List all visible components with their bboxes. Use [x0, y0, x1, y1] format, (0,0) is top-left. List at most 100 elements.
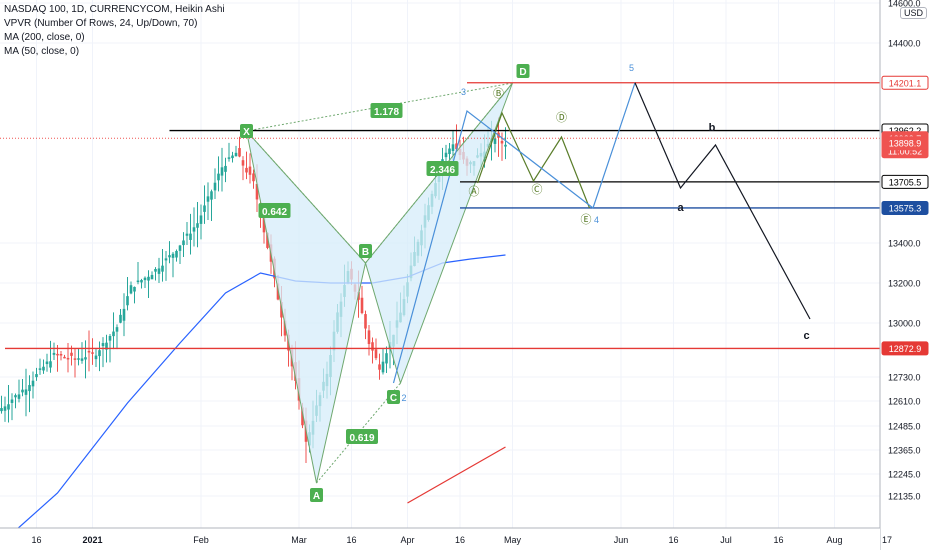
- candle-body: [87, 350, 91, 353]
- price-tick-label: 12365.0: [888, 446, 921, 456]
- candle-body: [150, 274, 154, 280]
- candle-body: [35, 374, 38, 378]
- wave-impulse-label: 3: [461, 87, 466, 97]
- candle-body: [381, 361, 385, 373]
- candle-body: [238, 148, 241, 157]
- price-marker-bg: [881, 136, 929, 151]
- time-tick-label: Apr: [400, 535, 414, 545]
- wave-correction: [634, 82, 811, 320]
- price-marker-label: 14201.1: [889, 78, 922, 88]
- candle-body: [101, 343, 105, 347]
- candle-body: [63, 356, 66, 359]
- candle-body: [203, 205, 206, 212]
- candle-body: [45, 361, 49, 365]
- candle-body: [122, 308, 126, 321]
- price-tick-label: 13000.0: [888, 319, 921, 329]
- candle-body: [280, 302, 283, 318]
- candle-body: [500, 140, 504, 144]
- candle-body: [199, 215, 203, 224]
- price-marker-label: 13962.2: [889, 126, 922, 136]
- point-badge-text: B: [362, 247, 369, 258]
- candle-body: [28, 385, 31, 392]
- candle-body: [133, 286, 136, 292]
- ratio-badge-text: 1.178: [374, 107, 399, 118]
- ratio-badge-text: 0.642: [262, 207, 287, 218]
- price-marker-bg: [881, 341, 929, 356]
- time-tick-label: May: [504, 535, 522, 545]
- candle-body: [231, 155, 234, 159]
- symbol-title: NASDAQ 100, 1D, CURRENCYCOM, Heikin Ashi: [4, 4, 225, 15]
- candle-body: [248, 166, 252, 175]
- candle-body: [42, 366, 45, 371]
- time-tick-label: 16: [668, 535, 678, 545]
- time-axis-bg: [0, 528, 880, 550]
- wave-impulse-label: 4: [594, 215, 599, 225]
- candle-body: [189, 233, 192, 240]
- candle-body: [112, 331, 115, 337]
- time-tick-label: 16: [455, 535, 465, 545]
- point-badge-bg: [240, 124, 253, 138]
- candle-body: [175, 250, 178, 258]
- currency-badge[interactable]: USD: [899, 7, 927, 19]
- chart-labels: 1.178 0.642 2.346 0.619 X A B C D: [240, 64, 530, 502]
- candle-body: [206, 196, 210, 202]
- candle-body: [227, 157, 231, 159]
- candle-body: [84, 357, 87, 360]
- candle-body: [374, 349, 378, 359]
- candle-body: [178, 245, 182, 251]
- candle-body: [98, 350, 101, 357]
- indicator-ma200[interactable]: MA (200, close, 0): [4, 32, 85, 43]
- candle-body: [364, 314, 367, 329]
- candle-body: [283, 320, 287, 336]
- candles: [0, 117, 507, 544]
- time-tick-label: 16: [346, 535, 356, 545]
- candle-body: [143, 277, 147, 281]
- point-badge-text: A: [313, 491, 320, 502]
- candle-body: [3, 406, 7, 411]
- indicator-ma50[interactable]: MA (50, close, 0): [4, 46, 80, 57]
- pattern-ratio-line: [246, 130, 366, 264]
- price-tick-label: 12245.0: [888, 470, 921, 480]
- candle-body: [371, 342, 374, 351]
- candle-body: [182, 240, 185, 246]
- candle-body: [301, 407, 304, 426]
- pattern-ratio-line: [246, 82, 513, 132]
- candle-body: [129, 285, 133, 294]
- candle-body: [385, 353, 388, 364]
- candle-body: [378, 364, 381, 370]
- candle-body: [504, 144, 507, 147]
- candle-body: [451, 144, 455, 151]
- candle-body: [252, 173, 255, 182]
- price-marker-bg: [881, 75, 929, 90]
- price-axis-bg: [880, 0, 932, 550]
- candle-body: [17, 394, 21, 399]
- candle-body: [119, 314, 122, 323]
- point-badge-bg: [516, 64, 530, 78]
- candle-body: [220, 167, 224, 176]
- candle-body: [455, 143, 458, 150]
- candle-body: [164, 258, 168, 261]
- wave-impulse: [392, 82, 636, 384]
- candle-body: [49, 361, 52, 368]
- candle-body: [213, 182, 217, 191]
- point-badge-text: X: [243, 127, 250, 138]
- candle-body: [493, 138, 497, 144]
- candle-body: [241, 160, 245, 166]
- wave-abcde-label: Ⓔ: [581, 213, 592, 226]
- candle-body: [210, 191, 213, 200]
- candle-body: [0, 408, 3, 412]
- indicator-vpvr[interactable]: VPVR (Number Of Rows, 24, Up/Down, 70): [4, 18, 198, 29]
- candle-body: [234, 152, 238, 157]
- candle-body: [38, 368, 42, 370]
- time-tick-label: 2021: [82, 535, 102, 545]
- ratio-badge-text: 0.619: [349, 433, 374, 444]
- candle-body: [52, 352, 56, 355]
- candle-body: [185, 233, 189, 236]
- candle-body: [70, 352, 73, 356]
- wave-impulse-label: 5: [629, 63, 634, 73]
- price-tick-label: 12135.0: [888, 492, 921, 502]
- price-marker-label: 12872.9: [889, 344, 922, 354]
- candle-body: [367, 330, 371, 345]
- candle-body: [168, 255, 171, 258]
